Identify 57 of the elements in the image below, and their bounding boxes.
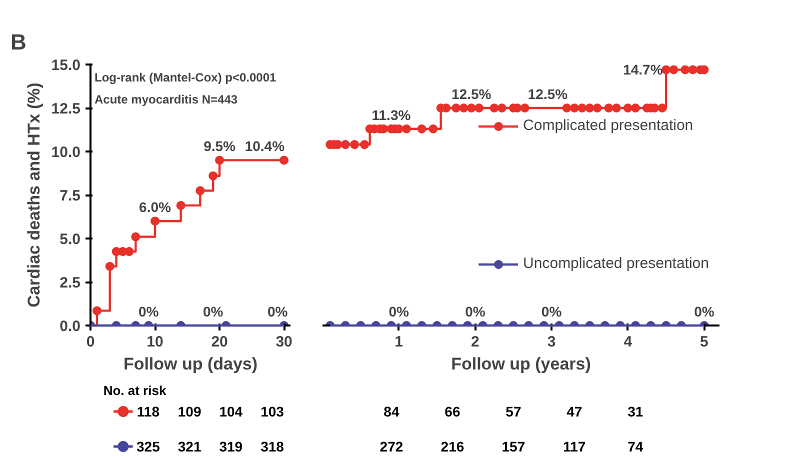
x-tick-label: 10 xyxy=(146,334,164,350)
y-tick-label: 2.5 xyxy=(60,274,81,292)
text: 31 xyxy=(628,404,644,420)
text: 319 xyxy=(219,438,243,454)
annotation: 0% xyxy=(388,304,410,320)
annotation: 14.7% xyxy=(623,62,664,78)
chart-title: B xyxy=(10,30,26,54)
x-tick-label: 4 xyxy=(624,334,633,350)
x-tick-label: 20 xyxy=(211,334,228,350)
annotation: Acute myocarditis N=443 xyxy=(94,92,238,106)
annotation: 11.3% xyxy=(372,106,412,123)
y-tick-label: 0.0 xyxy=(60,318,81,335)
text: 118 xyxy=(136,404,160,420)
text: 104 xyxy=(219,404,243,420)
y-tick-label: 7.5 xyxy=(60,188,81,204)
y-axis-title: Cardiac deaths and HTx (%) xyxy=(24,82,44,308)
text: 66 xyxy=(444,404,460,420)
x-tick-label: 30 xyxy=(276,334,292,350)
y-tick-label: 15.0 xyxy=(51,57,81,74)
annotation: 0% xyxy=(138,304,160,320)
y-tick-label: 5.0 xyxy=(60,231,81,248)
text: 103 xyxy=(260,404,284,420)
annotation: 0% xyxy=(267,304,288,320)
x-tick-label: 3 xyxy=(547,334,556,350)
text: 117 xyxy=(563,438,586,454)
text: 321 xyxy=(178,438,202,454)
text: 318 xyxy=(260,438,284,454)
text: No. at risk xyxy=(103,383,167,398)
annotation: 0% xyxy=(465,304,486,320)
legend-label: Uncomplicated presentation xyxy=(523,255,709,272)
x-tick-label: 1 xyxy=(394,334,404,350)
x-tick-label: 2 xyxy=(471,334,480,350)
annotation: 12.5% xyxy=(452,86,492,102)
text: 47 xyxy=(566,404,582,420)
annotation: Log-rank (Mantel-Cox) p<0.0001 xyxy=(94,70,277,84)
text: 157 xyxy=(502,438,526,454)
text: 109 xyxy=(178,404,202,420)
annotation: 9.5% xyxy=(204,138,236,154)
text: 57 xyxy=(506,404,522,420)
x-axis-title: Follow up (days) xyxy=(123,354,258,374)
y-tick-label: 12.5 xyxy=(51,100,81,118)
annotation: 0% xyxy=(694,304,715,320)
x-axis-title: Follow up (years) xyxy=(451,354,591,374)
annotation: 0% xyxy=(541,304,562,320)
x-tick-label: 5 xyxy=(700,334,708,350)
legend-label: Complicated presentation xyxy=(523,117,694,134)
text: 272 xyxy=(380,438,404,454)
annotation: 0% xyxy=(202,304,224,320)
text: 216 xyxy=(440,438,464,454)
text: 84 xyxy=(384,404,400,420)
annotation: 10.4% xyxy=(244,138,286,154)
annotation: 12.5% xyxy=(528,86,568,102)
x-tick-label: 0 xyxy=(86,334,95,350)
text: 325 xyxy=(136,438,160,454)
text: 74 xyxy=(628,438,644,454)
annotation: 6.0% xyxy=(139,199,172,216)
y-tick-label: 10.0 xyxy=(51,144,81,161)
